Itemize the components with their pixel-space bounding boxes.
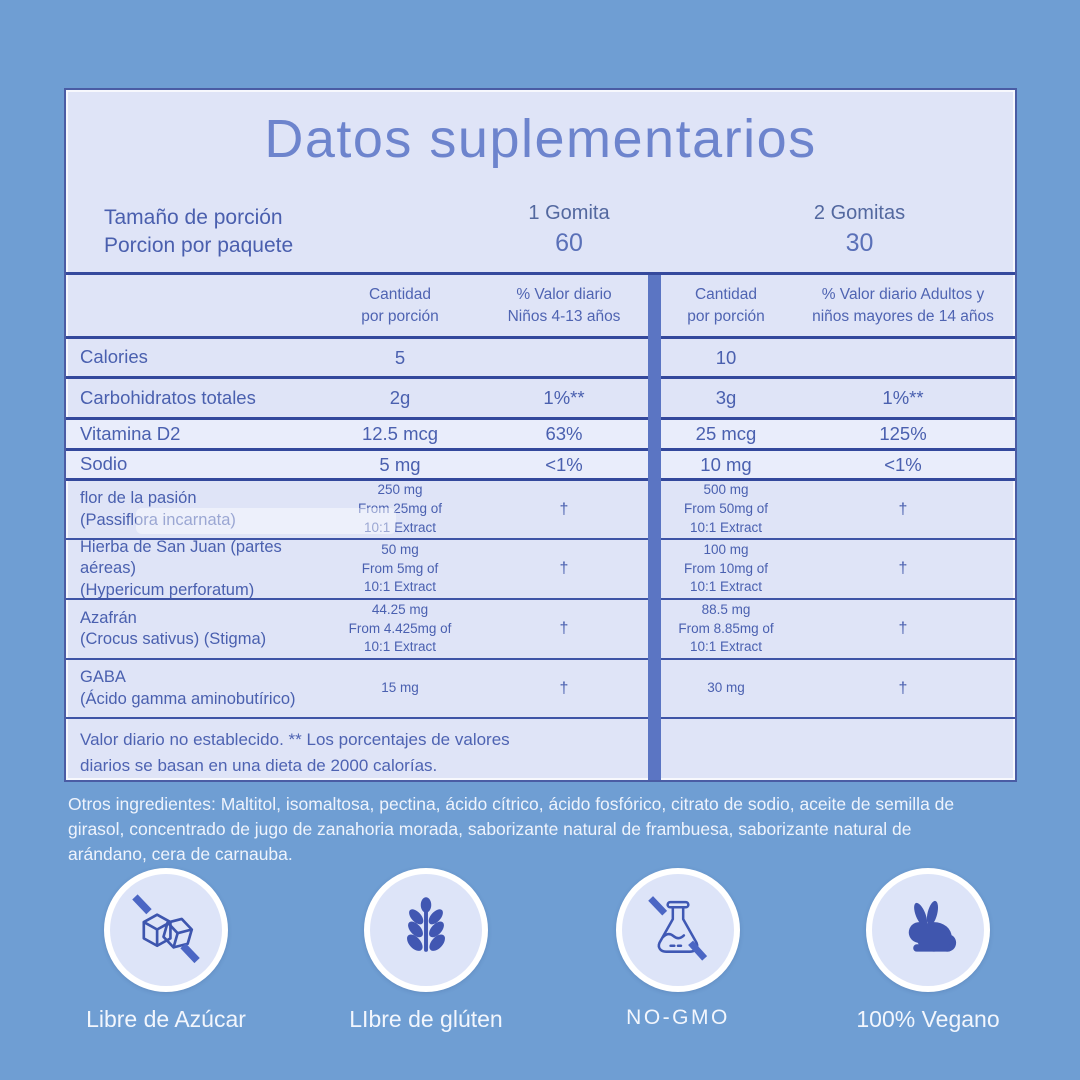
table-divider-bar	[648, 481, 661, 540]
table-row-saffron: Azafrán (Crocus sativus) (Stigma) 44.25 …	[66, 600, 1015, 660]
row-name: Vitamina D2	[80, 422, 181, 444]
panel-title: Datos suplementarios	[264, 109, 817, 169]
badge-no-gmo: NO-GMO	[558, 868, 798, 1030]
facts-table: Cantidad por porción % Valor diario Niño…	[66, 272, 1015, 780]
daily-value: 1%**	[882, 387, 924, 408]
serving-column-2: 2 Gomitas 30	[704, 190, 1015, 272]
row-botanical-name: (Ácido gamma aminobutírico)	[80, 689, 296, 708]
daily-value: 1%**	[543, 387, 585, 408]
table-divider-bar	[648, 451, 661, 481]
amount-per-serving: 3g	[715, 387, 737, 408]
row-name: GABA	[80, 668, 126, 687]
amount-per-serving: 5 mg	[379, 453, 421, 475]
serving1-name: 1 Gomita	[528, 202, 610, 224]
daily-value: <1%	[545, 453, 583, 475]
serving-size-line1: Tamaño de porción	[104, 206, 283, 229]
serving2-count: 30	[845, 229, 874, 257]
table-row-carbs: Carbohidratos totales 2g 1%** 3g 1%**	[66, 379, 1015, 420]
vegan-rabbit-icon	[891, 891, 965, 970]
amount-per-serving: 2g	[389, 387, 411, 408]
badge-label: NO-GMO	[626, 1006, 730, 1029]
table-row-passionflower: flor de la pasión (Passiflora incarnata)…	[66, 481, 1015, 540]
left-dv-header: % Valor diario Niños 4-13 años	[507, 285, 621, 325]
daily-value-dagger: †	[898, 500, 908, 518]
daily-value	[480, 339, 648, 376]
daily-value-dagger: †	[898, 679, 908, 697]
amount-per-serving: 10	[715, 346, 737, 368]
daily-value: <1%	[884, 453, 922, 475]
badge-label: 100% Vegano	[856, 1006, 1000, 1032]
footnote: Valor diario no establecido. ** Los porc…	[80, 730, 510, 776]
table-divider-bar	[648, 379, 661, 420]
right-amount-header: Cantidad por porción	[687, 285, 765, 325]
table-divider-bar	[648, 275, 661, 339]
daily-value-dagger: †	[559, 620, 569, 637]
serving-size-label: Tamaño de porción Porcion por paquete	[66, 190, 434, 272]
daily-value-dagger: †	[898, 560, 908, 577]
badge-label: Libre de Azúcar	[86, 1006, 246, 1032]
daily-value: 125%	[879, 423, 927, 444]
serving-column-1: 1 Gomita 60	[434, 190, 704, 272]
servings-per-pack-line2: Porcion por paquete	[104, 234, 294, 258]
table-row-st-johns-wort: Hierba de San Juan (partes aéreas) (Hype…	[66, 537, 1015, 600]
row-name: flor de la pasión	[80, 489, 197, 508]
gluten-free-icon	[391, 893, 461, 968]
table-header-row: Cantidad por porción % Valor diario Niño…	[66, 275, 1015, 339]
right-dv-header: % Valor diario Adultos y niños mayores d…	[812, 285, 994, 325]
row-botanical-name: (Hypericum perforatum)	[80, 580, 255, 599]
amount-per-serving: 10 mg	[700, 453, 752, 475]
amount-per-serving: 12.5 mcg	[361, 423, 439, 444]
row-botanical-name: (Passiflora incarnata)	[80, 510, 236, 529]
daily-value-dagger: †	[559, 679, 569, 697]
table-row-sodium: Sodio 5 mg <1% 10 mg <1%	[66, 451, 1015, 481]
row-name: Carbohidratos totales	[80, 386, 256, 408]
amount-per-serving: 25 mcg	[695, 423, 757, 444]
serving1-count: 60	[555, 229, 583, 257]
other-ingredients: Otros ingredientes: Maltitol, isomaltosa…	[68, 794, 955, 864]
daily-value-dagger: †	[898, 620, 908, 637]
table-row-calories: Calories 5 10	[66, 339, 1015, 379]
table-divider-bar	[648, 660, 661, 719]
daily-value-dagger: †	[559, 560, 569, 577]
table-divider-bar	[648, 600, 661, 660]
sugar-free-icon	[129, 891, 203, 970]
badge-gluten-free: LIbre de glúten	[306, 868, 546, 1033]
daily-value-dagger: †	[559, 500, 569, 518]
row-name: Hierba de San Juan (partes aéreas)	[80, 537, 282, 578]
serving-info: Tamaño de porción Porcion por paquete 1 …	[66, 190, 1015, 272]
table-divider-bar	[648, 540, 661, 600]
no-gmo-icon	[641, 891, 715, 970]
row-botanical-name: (Crocus sativus) (Stigma)	[80, 630, 267, 648]
left-amount-header: Cantidad por porción	[361, 285, 439, 325]
table-divider-bar	[648, 719, 661, 780]
table-row-gaba: GABA (Ácido gamma aminobutírico) 15 mg †…	[66, 660, 1015, 719]
table-divider-bar	[648, 420, 661, 451]
supplement-facts-panel: Datos suplementarios Tamaño de porción P…	[64, 88, 1017, 782]
serving2-name: 2 Gomitas	[813, 202, 906, 224]
row-name: Azafrán	[80, 608, 137, 627]
table-divider-bar	[648, 339, 661, 379]
daily-value	[791, 339, 1015, 376]
badge-sugar-free: Libre de Azúcar	[46, 868, 286, 1033]
badge-label: LIbre de glúten	[349, 1006, 503, 1032]
amount-per-serving: 5	[394, 346, 406, 368]
table-footnote-row: Valor diario no establecido. ** Los porc…	[66, 719, 1015, 780]
row-name: Sodio	[80, 453, 128, 475]
badge-vegan: 100% Vegano	[808, 868, 1048, 1033]
table-row-vitamin-d2: Vitamina D2 12.5 mcg 63% 25 mcg 125%	[66, 420, 1015, 451]
daily-value: 63%	[545, 423, 583, 444]
row-name: Calories	[80, 346, 148, 368]
